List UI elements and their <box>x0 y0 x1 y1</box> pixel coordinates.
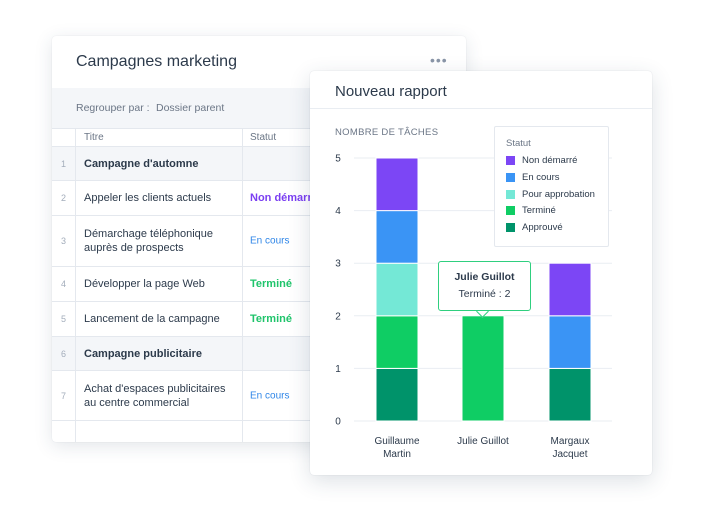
row-title[interactable]: Démarchage téléphonique auprès de prospe… <box>84 228 214 254</box>
row-number-header <box>52 129 76 147</box>
bar-segment <box>548 262 592 317</box>
y-tick-label: 1 <box>335 364 341 375</box>
row-title[interactable]: Achat d'espaces publicitaires au centre … <box>84 382 226 409</box>
tooltip-name: Julie Guillot <box>454 271 515 283</box>
legend-label: Non démarré <box>522 155 578 166</box>
table-row[interactable]: 7 Achat d'espaces publicitaires au centre… <box>52 371 466 421</box>
report-divider <box>310 108 652 109</box>
legend-label: Approuvé <box>522 222 563 234</box>
group-by-label: Regrouper par : <box>76 102 150 114</box>
row-number: 3 <box>52 216 76 266</box>
legend-swatch <box>506 189 515 199</box>
table-row[interactable]: 4 Développer la page Web Terminé <box>52 267 466 302</box>
row-number: 4 <box>52 267 76 301</box>
column-header-status[interactable]: Statut <box>250 132 277 143</box>
row-number-text: 4 <box>60 279 66 289</box>
legend-label: En cours <box>522 171 560 183</box>
bar-segment <box>548 315 592 369</box>
legend-label: Pour approbation <box>522 188 595 200</box>
bar-segment <box>375 210 419 264</box>
legend-swatch <box>506 206 515 216</box>
bar-segment <box>375 157 419 212</box>
column-divider <box>242 302 243 336</box>
row-title[interactable]: Développer la page Web <box>84 278 205 290</box>
legend-title: Statut <box>506 138 531 149</box>
column-divider <box>242 129 243 147</box>
row-number-text: 6 <box>60 348 66 359</box>
row-status[interactable]: En cours <box>250 390 290 401</box>
legend-label: Terminé <box>522 205 556 217</box>
table-row[interactable]: 3 Démarchage téléphonique auprès de prosp… <box>52 216 466 267</box>
legend-swatch <box>506 223 515 233</box>
column-divider <box>242 267 243 301</box>
row-number-text: 2 <box>60 193 66 203</box>
tooltip-value: Terminé : 2 <box>458 288 511 300</box>
report-title: Nouveau rapport <box>335 83 447 100</box>
x-tick-label: Guillaume <box>374 436 419 447</box>
grid-header-row: Titre Statut <box>52 128 466 147</box>
column-divider <box>242 181 243 215</box>
x-tick-label: Julie Guillot <box>457 436 509 447</box>
column-divider <box>242 337 243 370</box>
row-title[interactable]: Appeler les clients actuels <box>84 192 212 204</box>
y-tick-label: 4 <box>335 206 341 217</box>
table-title: Campagnes marketing <box>76 53 237 70</box>
legend-swatch <box>506 156 515 165</box>
x-tick-label: Martin <box>383 449 411 460</box>
row-number-text: 3 <box>60 236 66 246</box>
y-tick-label: 3 <box>335 259 341 270</box>
x-tick-label: Jacquet <box>552 449 587 460</box>
bar-segment <box>375 367 419 422</box>
row-title[interactable]: Lancement de la campagne <box>84 313 220 325</box>
more-horizontal-icon[interactable]: ••• <box>430 52 448 68</box>
row-number <box>52 421 76 442</box>
group-by-select[interactable]: Dossier parent <box>156 102 225 114</box>
chart-legend: Statut Non démarré En cours Pour approbati… <box>494 126 609 247</box>
bar-segment <box>461 315 505 422</box>
row-number-text: 5 <box>60 314 66 324</box>
column-divider <box>242 216 243 266</box>
row-number: 6 <box>52 337 76 370</box>
table-row[interactable]: 2 Appeler les clients actuels Non démarré <box>52 181 466 216</box>
table-row[interactable] <box>52 421 466 442</box>
bar-segment <box>375 315 419 369</box>
stacked-bar-chart: NOMBRE DE TÂCHES 0 1 2 3 4 5 Guillaume Martin Jul… <box>335 127 612 460</box>
report-card: Nouveau rapport NOMBRE DE TÂCHES 0 1 2 3 4 5 Gu… <box>310 71 652 475</box>
column-divider <box>242 421 243 442</box>
row-number: 2 <box>52 181 76 215</box>
row-number: 5 <box>52 302 76 336</box>
table-row[interactable]: 5 Lancement de la campagne Terminé <box>52 302 466 337</box>
bar-segment <box>548 367 592 422</box>
bar-segment <box>375 262 419 317</box>
column-divider <box>242 147 243 180</box>
y-axis-label: NOMBRE DE TÂCHES <box>335 127 438 138</box>
row-title[interactable]: Campagne d'automne <box>84 157 199 170</box>
row-status[interactable]: Non démarré <box>250 192 318 204</box>
table-header: Campagnes marketing ••• <box>52 36 466 88</box>
y-tick-label: 5 <box>335 154 341 165</box>
row-status[interactable]: Terminé <box>250 278 292 290</box>
row-status[interactable]: Terminé <box>250 313 292 325</box>
y-tick-label: 2 <box>335 311 341 322</box>
row-title[interactable]: Campagne publicitaire <box>84 347 202 360</box>
bar-tooltip: Julie Guillot Terminé : 2 <box>438 261 531 311</box>
y-tick-label: 0 <box>335 417 341 428</box>
row-status[interactable]: En cours <box>250 235 290 247</box>
row-number-text: 7 <box>60 390 66 401</box>
column-divider <box>242 371 243 420</box>
row-number: 7 <box>52 371 76 420</box>
x-tick-label: Margaux <box>551 436 590 447</box>
row-number-text: 1 <box>60 158 66 169</box>
column-header-title[interactable]: Titre <box>84 132 104 143</box>
row-number: 1 <box>52 147 76 180</box>
legend-swatch <box>506 172 515 182</box>
